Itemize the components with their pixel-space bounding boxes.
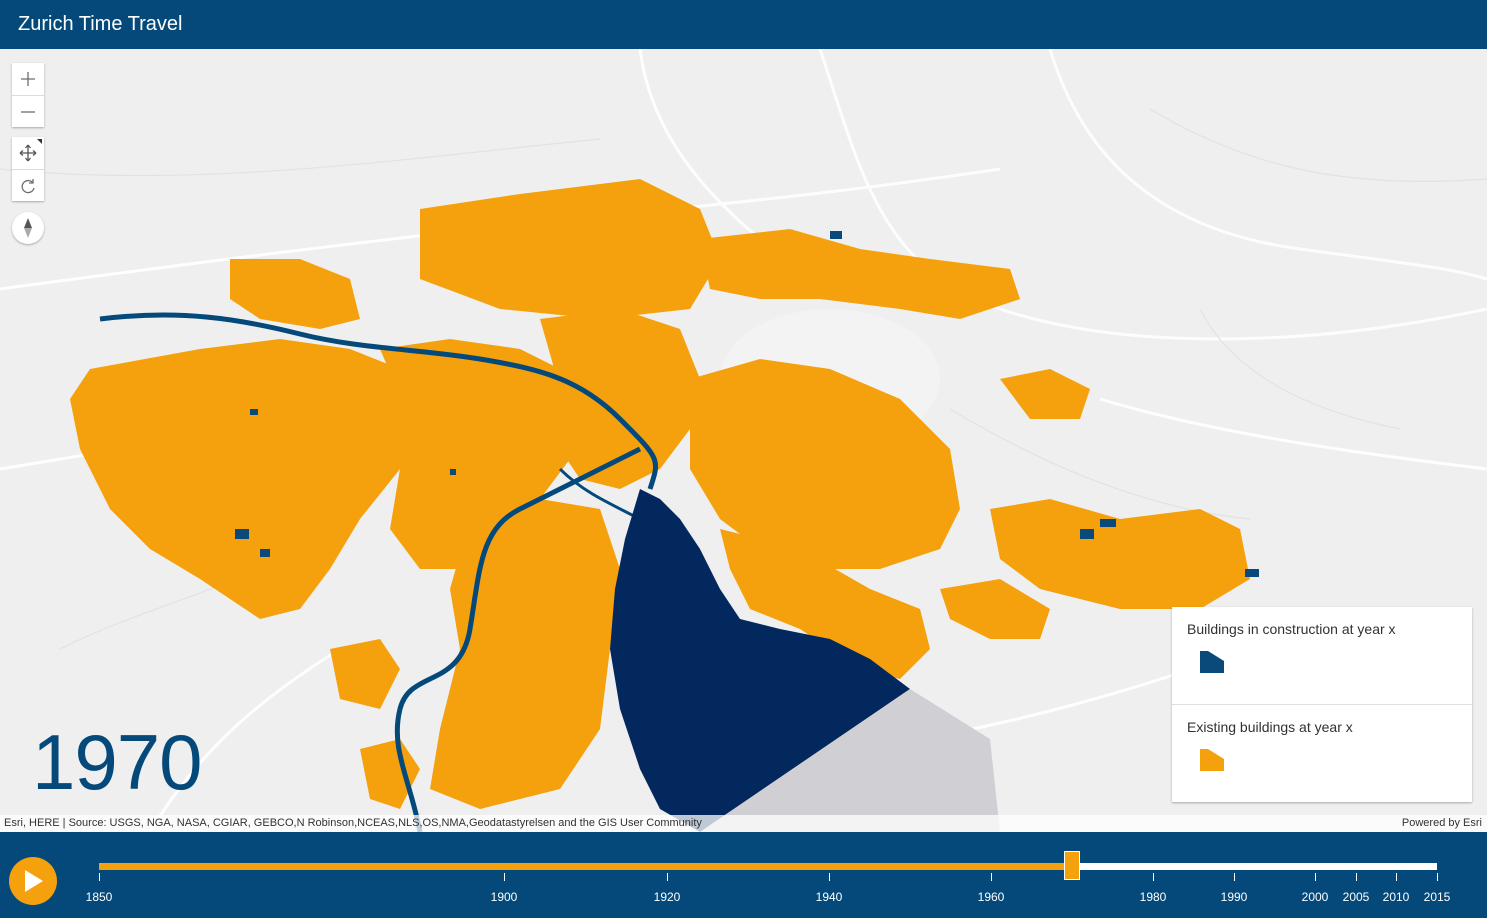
existing-swatch-icon [1200, 749, 1224, 771]
river-canal [558, 467, 641, 521]
timeline-tick-label: 2005 [1342, 890, 1370, 904]
timeline-tick-label: 1990 [1220, 890, 1248, 904]
zoom-controls [12, 63, 44, 127]
timeline-tick-label: 1850 [85, 890, 113, 904]
timeline-tick [1356, 873, 1357, 881]
timeline-track[interactable] [99, 863, 1437, 870]
timeline-tick-label: 2010 [1382, 890, 1410, 904]
timeline-tick [99, 873, 100, 881]
attribution-text: Esri, HERE | Source: USGS, NGA, NASA, CG… [4, 817, 702, 829]
current-year-label: 1970 [32, 718, 203, 806]
timeline-tick [1396, 873, 1397, 881]
timeline-tick-label: 1940 [815, 890, 843, 904]
timeline-tick [1437, 873, 1438, 881]
timeline-tick-label: 1920 [653, 890, 681, 904]
lake-zurich [610, 489, 910, 832]
legend-item-construction: Buildings in construction at year x [1172, 607, 1472, 704]
timeline-thumb[interactable] [1064, 851, 1081, 880]
active-marker [37, 139, 42, 144]
compass-icon [24, 218, 32, 238]
river-limmat [99, 312, 658, 490]
zoom-out-button[interactable] [12, 95, 44, 127]
timeline-tick-label: 2015 [1423, 890, 1451, 904]
navigation-toggle [12, 137, 44, 201]
timeline-tick [991, 873, 992, 881]
legend-label: Buildings in construction at year x [1187, 621, 1396, 637]
timeline-tick [1234, 873, 1235, 881]
timeline-tick [1315, 873, 1316, 881]
rotate-icon [21, 178, 35, 193]
timeline-tick [1153, 873, 1154, 881]
timeline-tick-label: 2000 [1301, 890, 1329, 904]
map-attribution: Esri, HERE | Source: USGS, NGA, NASA, CG… [0, 815, 1487, 832]
lake-extension [700, 689, 1000, 832]
plus-icon [21, 72, 35, 86]
timeline-progress [99, 863, 1073, 870]
pan-button[interactable] [12, 137, 44, 169]
construction-buildings [235, 231, 1259, 577]
basemap [0, 49, 1487, 832]
river-sihl [394, 446, 642, 832]
construction-swatch-icon [1200, 651, 1224, 673]
map-view[interactable]: 1970 Buildings in construction at year x… [0, 49, 1487, 832]
timeline-tick [829, 873, 830, 881]
timeline-tick [504, 873, 505, 881]
rotate-button[interactable] [12, 169, 44, 201]
timeline-tick [667, 873, 668, 881]
timeline-tick-label: 1900 [490, 890, 518, 904]
legend-panel: Buildings in construction at year x Exis… [1172, 607, 1472, 802]
compass-button[interactable] [12, 212, 44, 244]
move-icon [19, 144, 37, 162]
timeline-tick-label: 1960 [977, 890, 1005, 904]
powered-by-link[interactable]: Powered by Esri [1401, 817, 1482, 829]
time-slider: 1850 1900 1920 1940 1960 1980 1990 2000 2005 2010… [0, 832, 1487, 918]
zoom-in-button[interactable] [12, 63, 44, 95]
app-title: Zurich Time Travel [18, 13, 183, 35]
play-icon [25, 870, 43, 892]
legend-item-existing: Existing buildings at year x [1172, 704, 1472, 801]
legend-label: Existing buildings at year x [1187, 719, 1353, 735]
timeline-tick-label: 1980 [1139, 890, 1167, 904]
play-button[interactable] [9, 857, 57, 905]
minus-icon [21, 110, 35, 113]
app-header: Zurich Time Travel [0, 0, 1487, 49]
